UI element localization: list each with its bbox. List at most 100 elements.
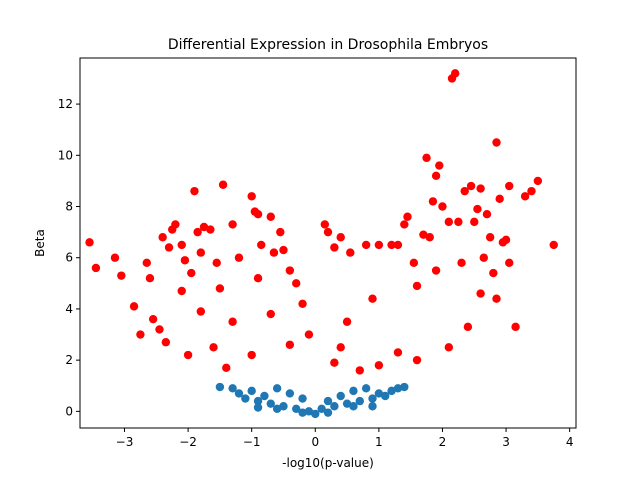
points-layer [85, 69, 558, 419]
data-point [438, 202, 447, 211]
data-point [476, 289, 485, 298]
data-point [91, 263, 101, 273]
data-point [409, 258, 419, 268]
x-tick-label: 0 [311, 435, 319, 449]
data-point [330, 402, 339, 411]
data-point [257, 240, 266, 250]
data-point [527, 186, 536, 196]
data-point [199, 222, 209, 232]
data-point [466, 181, 476, 191]
y-tick-label: 2 [65, 353, 73, 367]
data-point [425, 233, 434, 242]
data-point [431, 266, 441, 275]
data-point [142, 258, 151, 268]
x-tick-label: −2 [179, 435, 197, 449]
data-point [501, 235, 511, 244]
y-tick-label: 6 [65, 251, 73, 265]
data-point [454, 217, 463, 227]
data-point [215, 284, 225, 293]
data-point [285, 266, 295, 275]
data-point [247, 350, 256, 360]
data-point [158, 233, 167, 242]
data-point [355, 366, 364, 375]
data-point [323, 227, 333, 237]
data-point [387, 240, 396, 250]
data-point [374, 389, 384, 398]
data-point [463, 322, 473, 332]
data-point [148, 314, 158, 324]
y-tick-label: 12 [58, 97, 73, 111]
data-point [368, 394, 377, 403]
x-tick-label: 2 [439, 435, 447, 449]
x-axis-label: -log10(p-value) [282, 456, 374, 470]
data-point [330, 243, 339, 252]
data-point [549, 240, 558, 250]
data-point [85, 238, 94, 247]
data-point [342, 399, 352, 408]
data-point [495, 194, 504, 204]
data-point [431, 171, 441, 180]
data-point [460, 186, 469, 196]
data-point [129, 302, 139, 311]
data-point [323, 396, 333, 406]
data-point [298, 408, 307, 417]
data-point [520, 192, 530, 201]
data-point [110, 253, 120, 262]
data-point [492, 138, 501, 147]
data-point [355, 396, 364, 406]
data-point [479, 253, 488, 262]
data-point [180, 256, 190, 265]
data-point [266, 399, 275, 408]
data-point [336, 391, 345, 401]
x-tick-label: −1 [243, 435, 261, 449]
data-point [444, 343, 454, 352]
data-point [298, 394, 307, 403]
data-point [228, 384, 237, 393]
data-point [304, 407, 314, 416]
data-point [247, 192, 256, 201]
y-axis-label: Beta [33, 229, 47, 257]
data-point [505, 258, 514, 268]
y-tick-label: 4 [65, 302, 73, 316]
data-point [381, 391, 390, 401]
data-point [215, 382, 225, 392]
data-point [361, 240, 371, 250]
data-point [193, 227, 202, 237]
data-point [422, 153, 431, 163]
data-point [533, 176, 543, 186]
x-tick-label: 1 [375, 435, 383, 449]
data-point [470, 217, 479, 227]
data-point [412, 281, 422, 291]
data-point [136, 330, 145, 339]
data-point [269, 248, 279, 257]
data-point [161, 338, 171, 347]
y-tick-label: 8 [65, 200, 73, 214]
data-point [285, 340, 295, 349]
x-tick-label: 3 [502, 435, 510, 449]
data-point [183, 350, 193, 360]
data-point [419, 230, 428, 239]
data-point [228, 317, 237, 326]
data-point [222, 363, 231, 373]
data-point [228, 220, 237, 229]
data-point [187, 268, 196, 278]
data-point [311, 409, 320, 419]
data-point [234, 253, 244, 262]
data-point [292, 404, 301, 413]
data-point [476, 184, 485, 193]
x-tick-label: 4 [566, 435, 574, 449]
data-point [164, 243, 174, 252]
data-point [253, 396, 263, 406]
chart-title: Differential Expression in Drosophila Em… [168, 37, 488, 53]
data-point [190, 186, 199, 196]
data-point [412, 355, 422, 365]
data-point [276, 227, 285, 237]
y-tick-label: 10 [58, 148, 73, 162]
data-point [279, 245, 288, 255]
data-point [292, 279, 301, 288]
data-point [336, 233, 345, 242]
data-point [444, 217, 454, 227]
data-point [349, 386, 358, 396]
data-point [330, 358, 339, 367]
